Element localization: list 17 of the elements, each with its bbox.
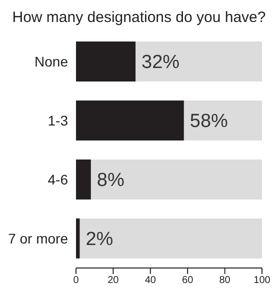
bar — [76, 159, 91, 200]
data-label: 58% — [190, 111, 228, 132]
x-tick-label: 0 — [73, 275, 80, 286]
y-tick-label: 1-3 — [48, 112, 68, 128]
y-tick-label: None — [34, 53, 68, 70]
data-label: 32% — [142, 52, 180, 74]
x-tick-label: 80 — [219, 275, 231, 286]
x-tick-label: 60 — [182, 275, 194, 286]
x-tick-label: 100 — [254, 275, 271, 286]
y-tick-label: 4-6 — [48, 171, 68, 188]
y-tick-label: 7 or more — [8, 230, 68, 246]
x-tick-label: 40 — [144, 275, 156, 286]
x-tick-label: 20 — [108, 275, 120, 286]
chart-title: How many designations do you have? — [11, 8, 267, 28]
data-label: 2% — [86, 229, 114, 250]
data-label: 8% — [96, 170, 124, 192]
bar — [76, 218, 80, 258]
